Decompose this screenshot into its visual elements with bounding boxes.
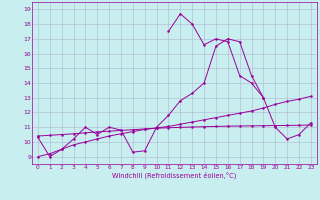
- X-axis label: Windchill (Refroidissement éolien,°C): Windchill (Refroidissement éolien,°C): [112, 171, 236, 179]
